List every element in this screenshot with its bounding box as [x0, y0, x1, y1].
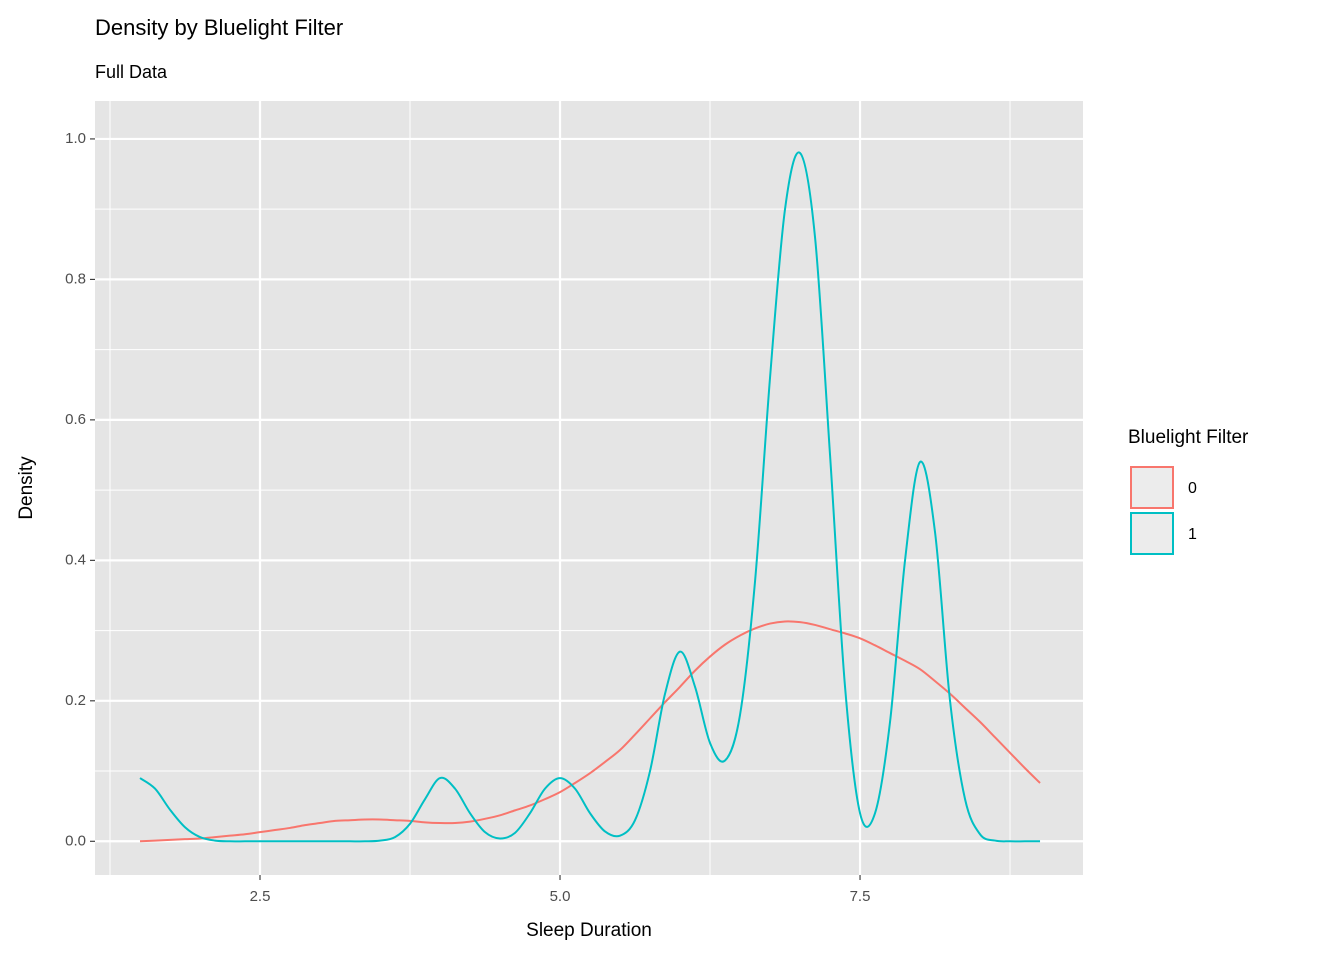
y-tick-label: 0.0	[65, 832, 86, 849]
x-tick-label: 7.5	[850, 888, 871, 905]
y-tick-label: 0.2	[65, 692, 86, 709]
panel	[95, 101, 1083, 875]
y-tick-label: 0.8	[65, 270, 86, 287]
legend-title: Bluelight Filter	[1128, 427, 1249, 448]
chart-title: Density by Bluelight Filter	[95, 15, 343, 40]
y-tick-label: 0.4	[65, 551, 86, 568]
y-axis-label: Density	[16, 456, 37, 520]
legend-key	[1130, 512, 1174, 555]
x-tick-label: 2.5	[250, 888, 271, 905]
y-tick-label: 1.0	[65, 130, 86, 147]
x-tick-label: 5.0	[550, 888, 571, 905]
chart-subtitle: Full Data	[95, 62, 168, 82]
density-line	[139, 151, 1041, 843]
legend-key	[1130, 466, 1174, 509]
legend-label: 1	[1188, 526, 1197, 543]
density-line	[139, 620, 1041, 843]
y-tick-label: 0.6	[65, 411, 86, 428]
x-axis-label: Sleep Duration	[526, 920, 652, 941]
legend-label: 0	[1188, 480, 1197, 497]
